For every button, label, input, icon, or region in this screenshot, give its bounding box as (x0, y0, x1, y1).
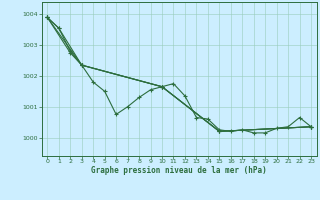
X-axis label: Graphe pression niveau de la mer (hPa): Graphe pression niveau de la mer (hPa) (91, 166, 267, 175)
